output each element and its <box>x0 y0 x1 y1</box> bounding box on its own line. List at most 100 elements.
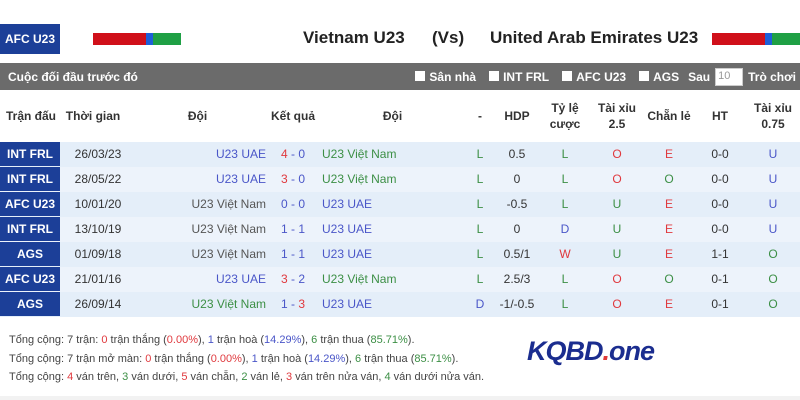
over-under-075: U <box>768 172 778 186</box>
col-over-under: Tài xỉu 2.5 <box>597 101 636 131</box>
table-row[interactable]: AFC U23 21/01/16 U23 UAE 3 - 2 U23 Việt Nam L… <box>0 267 800 292</box>
home-team: U23 UAE <box>215 147 266 161</box>
home-form-bar <box>93 33 181 45</box>
match-date: 28/05/22 <box>74 172 122 186</box>
summary-line: Tổng cộng: 4 ván trên, 3 ván dưới, 5 ván… <box>9 371 485 383</box>
half-time: 0-0 <box>711 222 729 236</box>
filter-home[interactable]: Sân nhà <box>407 70 476 84</box>
away-team: U23 UAE <box>322 297 373 311</box>
score[interactable]: 3 - 0 <box>280 172 306 186</box>
handicap: 0.5 <box>508 147 526 161</box>
table-row[interactable]: INT FRL 26/03/23 U23 UAE 4 - 0 U23 Việt Nam L… <box>0 142 800 167</box>
table-header: Trận đấu Thời gian Đội Kết quả Đội - HDP… <box>0 92 800 140</box>
filter-ags[interactable]: AGS <box>631 70 679 84</box>
league-badge: INT FRL <box>0 142 60 166</box>
kqbd-logo: KQBD.one <box>527 336 655 366</box>
table-row[interactable]: AFC U23 10/01/20 U23 Việt Nam 0 - 0 U23 UAE L… <box>0 192 800 217</box>
league-badge: AFC U23 <box>0 192 60 216</box>
col-time: Thời gian <box>65 109 121 123</box>
score[interactable]: 1 - 1 <box>280 222 306 236</box>
checkbox[interactable] <box>489 70 500 81</box>
score[interactable]: 3 - 2 <box>280 272 306 286</box>
away-team: U23 Việt Nam <box>322 172 397 186</box>
section-title: Cuộc đối đầu trước đó <box>8 69 138 84</box>
result: L <box>476 272 484 286</box>
summary-line: Tổng cộng: 7 trận mở màn: 0 trận thắng (… <box>9 352 459 365</box>
col-over-under-075: Tài xỉu 0.75 <box>753 101 792 131</box>
away-team: U23 UAE <box>322 222 373 236</box>
odds-result: L <box>561 147 569 161</box>
match-date: 21/01/16 <box>74 272 122 286</box>
handicap: 0.5/1 <box>503 247 531 261</box>
over-under-075: U <box>768 222 778 236</box>
home-team: U23 Việt Nam <box>191 247 266 261</box>
match-date: 26/09/14 <box>74 297 122 311</box>
filter-afc-u23[interactable]: AFC U23 <box>554 70 626 84</box>
home-team: U23 Việt Nam <box>191 222 266 236</box>
summary-line: Tổng cộng: 7 trận: 0 trận thắng (0.00%),… <box>9 334 415 346</box>
after-label: Sau <box>688 69 711 84</box>
half-time: 0-1 <box>711 272 729 286</box>
away-team: U23 UAE <box>322 197 373 211</box>
match-date: 01/09/18 <box>74 247 122 261</box>
checkbox[interactable] <box>415 70 426 81</box>
away-team: U23 Việt Nam <box>322 272 397 286</box>
away-form-bar <box>712 33 800 45</box>
odds-result: W <box>559 247 571 261</box>
vs-label: (Vs) <box>432 28 465 47</box>
odds-result: L <box>561 172 569 186</box>
table-row[interactable]: AGS 26/09/14 U23 Việt Nam 1 - 3 U23 UAE D -1/-… <box>0 292 800 317</box>
filter-int-frl[interactable]: INT FRL <box>481 70 549 84</box>
table-row[interactable]: AGS 01/09/18 U23 Việt Nam 1 - 1 U23 UAE L 0.5/… <box>0 242 800 267</box>
home-team: U23 Việt Nam <box>191 297 266 311</box>
col-result: Kết quả <box>270 109 315 123</box>
result: L <box>476 247 484 261</box>
handicap: 0 <box>513 222 521 236</box>
over-under-075: O <box>768 272 778 286</box>
score[interactable]: 1 - 1 <box>280 247 306 261</box>
league-badge: AGS <box>0 242 60 266</box>
odd-even: E <box>664 297 673 311</box>
over-under-075: O <box>768 297 778 311</box>
col-away-team: Đội <box>382 109 403 123</box>
col-ht: HT <box>712 109 728 123</box>
match-table: INT FRL 26/03/23 U23 UAE 4 - 0 U23 Việt Nam L… <box>0 142 800 317</box>
over-under: O <box>612 147 622 161</box>
odd-even: E <box>664 147 673 161</box>
result: D <box>475 297 485 311</box>
score[interactable]: 4 - 0 <box>280 147 306 161</box>
score[interactable]: 0 - 0 <box>280 197 306 211</box>
col-match: Trận đấu <box>5 109 56 123</box>
league-badge: INT FRL <box>0 217 60 241</box>
over-under: U <box>612 247 622 261</box>
checkbox[interactable] <box>562 70 573 81</box>
games-label: Trò chơi <box>748 69 796 84</box>
odds-result: L <box>561 297 569 311</box>
result: L <box>476 197 484 211</box>
away-team: U23 UAE <box>322 247 373 261</box>
result: L <box>476 222 484 236</box>
over-under: O <box>612 172 622 186</box>
count-select[interactable]: 10 <box>715 67 744 86</box>
score[interactable]: 1 - 3 <box>280 297 306 311</box>
col-odds: Tỷ lệ cược <box>549 101 581 131</box>
checkbox[interactable] <box>639 70 650 81</box>
home-team: U23 UAE <box>215 272 266 286</box>
table-row[interactable]: INT FRL 28/05/22 U23 UAE 3 - 0 U23 Việt Nam L… <box>0 167 800 192</box>
over-under-075: O <box>768 247 778 261</box>
table-row[interactable]: INT FRL 13/10/19 U23 Việt Nam 1 - 1 U23 UAE L… <box>0 217 800 242</box>
col-home-team: Đội <box>187 109 208 123</box>
over-under: U <box>612 222 622 236</box>
away-team: U23 Việt Nam <box>322 147 397 161</box>
odds-result: D <box>560 222 570 236</box>
match-date: 26/03/23 <box>74 147 122 161</box>
home-team: U23 Việt Nam <box>191 197 266 211</box>
home-team: U23 UAE <box>215 172 266 186</box>
odds-result: L <box>561 272 569 286</box>
odds-result: L <box>561 197 569 211</box>
col-hdp: HDP <box>504 109 530 123</box>
odd-even: E <box>664 247 673 261</box>
half-time: 0-0 <box>711 172 729 186</box>
match-header: AFC U23 Vietnam U23 (Vs) United Arab Emi… <box>0 24 800 54</box>
league-badge: AGS <box>0 292 60 316</box>
